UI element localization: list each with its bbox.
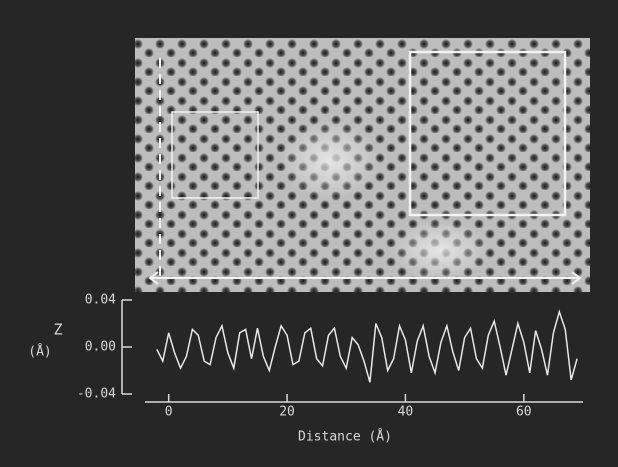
y-unit: (Å)	[28, 344, 51, 360]
bright-region	[280, 120, 380, 200]
x-tick-label: 0	[165, 405, 173, 420]
y-label: Z	[53, 321, 62, 339]
bright-region	[390, 220, 490, 280]
x-tick-label: 60	[516, 405, 532, 420]
x-tick-label: 20	[279, 405, 295, 420]
large-box	[408, 50, 567, 217]
stm-image	[135, 38, 590, 292]
y-tick-label: 0.04	[85, 293, 116, 308]
small-box	[171, 111, 259, 199]
arrow-heads	[148, 271, 582, 285]
profile-line	[156, 309, 578, 383]
y-tick-label: 0.00	[85, 340, 116, 355]
x-label: Distance (Å)	[298, 429, 392, 445]
x-tick-label: 40	[398, 405, 414, 420]
y-tick-label: -0.04	[77, 387, 116, 402]
